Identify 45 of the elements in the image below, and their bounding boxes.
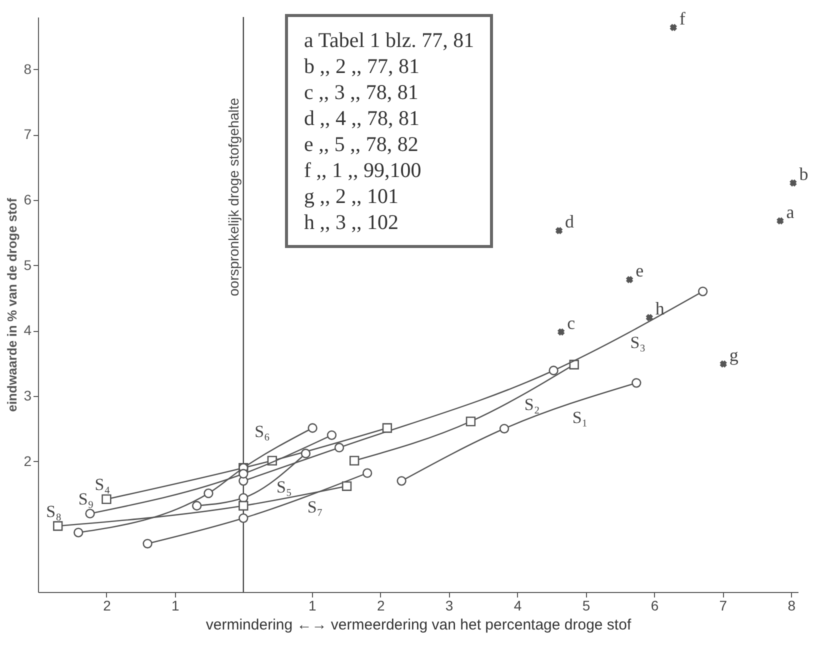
annotation: c <box>567 312 576 333</box>
y-tick-label: 4 <box>24 322 32 338</box>
annotation: e ,, 5 ,, 78, 82 <box>304 131 420 157</box>
y-tick-label: 6 <box>24 191 32 208</box>
x-tick-label: 4 <box>514 598 522 614</box>
x-tick-label: 6 <box>650 598 659 614</box>
annotation: b <box>799 164 808 184</box>
y-axis-title: eindwaarde in % van de droge stof <box>4 197 20 412</box>
series-label: S₅ <box>276 478 292 497</box>
series-label: S₉ <box>78 490 94 509</box>
annotation: d ,, 4 ,, 78, 81 <box>304 105 420 131</box>
series-label: S₄ <box>94 475 110 494</box>
y-tick-label: 3 <box>24 387 32 404</box>
annotation: a Tabel 1 blz. 77, 81 <box>304 27 474 53</box>
x-tick-label: 7 <box>719 598 728 614</box>
series-label: S₁ <box>572 408 588 427</box>
x-tick-label: 2 <box>103 598 112 614</box>
x-tick-label: 5 <box>582 598 590 614</box>
x-tick-label: 8 <box>788 598 796 614</box>
ref-line-label: oorspronkelijk droge stofgehalte <box>225 98 242 296</box>
annotation: f ,, 1 ,, 99,100 <box>304 157 422 183</box>
annotation: b ,, 2 ,, 77, 81 <box>304 53 420 79</box>
y-tick-label: 2 <box>24 452 32 469</box>
series-label: S₂ <box>524 395 540 414</box>
x-tick-label: 1 <box>172 598 180 614</box>
y-tick-label: 5 <box>24 256 32 273</box>
x-tick-label: 2 <box>376 598 385 614</box>
x-tick-label: 3 <box>445 598 454 614</box>
annotation: d <box>565 212 574 232</box>
series-label: S₆ <box>254 422 270 441</box>
series-label: S₈ <box>46 502 62 522</box>
x-tick-label: 1 <box>308 598 316 614</box>
annotation: e <box>636 260 644 281</box>
x-axis-title: vermindering ←→ vermeerdering van het percentage droge stof <box>206 616 632 634</box>
annotation: c ,, 3 ,, 78, 81 <box>304 79 420 105</box>
series-label: S₇ <box>307 498 323 517</box>
series-label: S₃ <box>630 332 646 352</box>
annotation: a <box>786 202 794 222</box>
annotation: h ,, 3 ,, 102 <box>304 209 400 235</box>
annotation: g ,, 2 ,, 101 <box>304 183 400 209</box>
annotation: h <box>655 298 664 319</box>
annotation: g <box>729 344 738 365</box>
y-tick-label: 8 <box>24 60 32 77</box>
y-tick-label: 7 <box>24 126 32 142</box>
annotation: f <box>679 8 686 28</box>
